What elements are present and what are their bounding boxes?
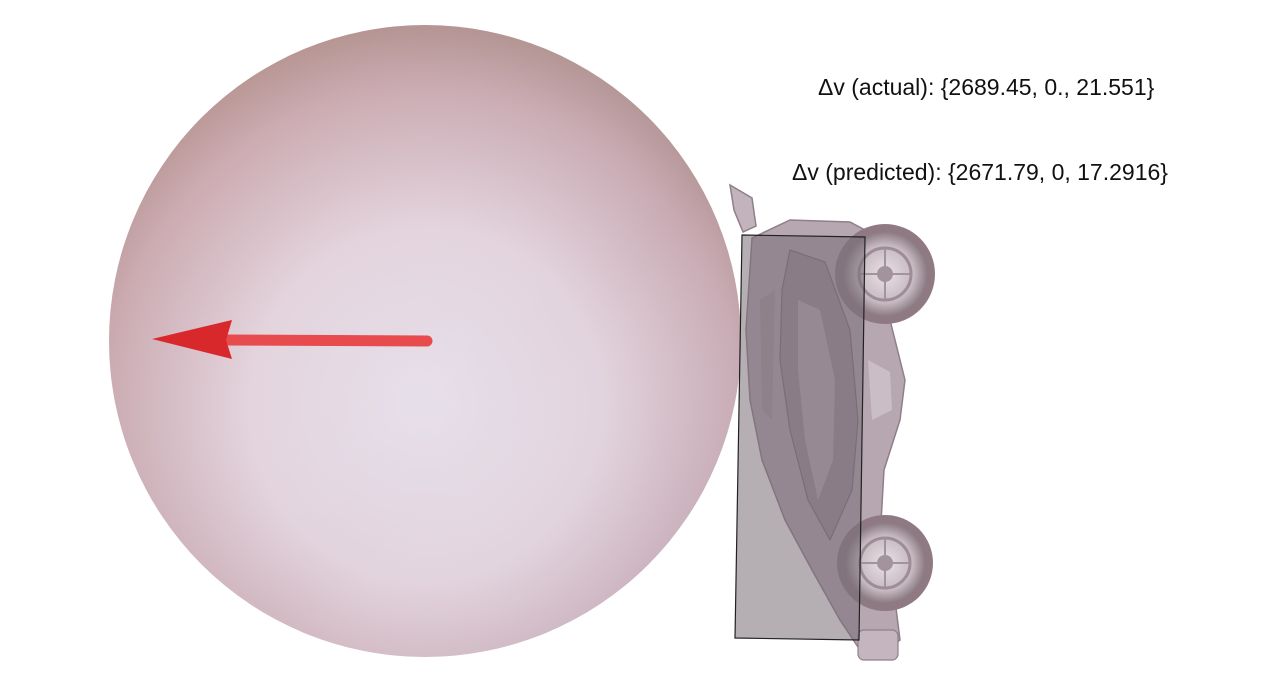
car-hitbox bbox=[734, 234, 866, 641]
delta-v-predicted-label: Δv (predicted): {2671.79, 0, 17.2916} bbox=[792, 159, 1168, 185]
velocity-arrow bbox=[152, 320, 433, 359]
delta-v-actual-label: Δv (actual): {2689.45, 0., 21.551} bbox=[818, 74, 1155, 100]
